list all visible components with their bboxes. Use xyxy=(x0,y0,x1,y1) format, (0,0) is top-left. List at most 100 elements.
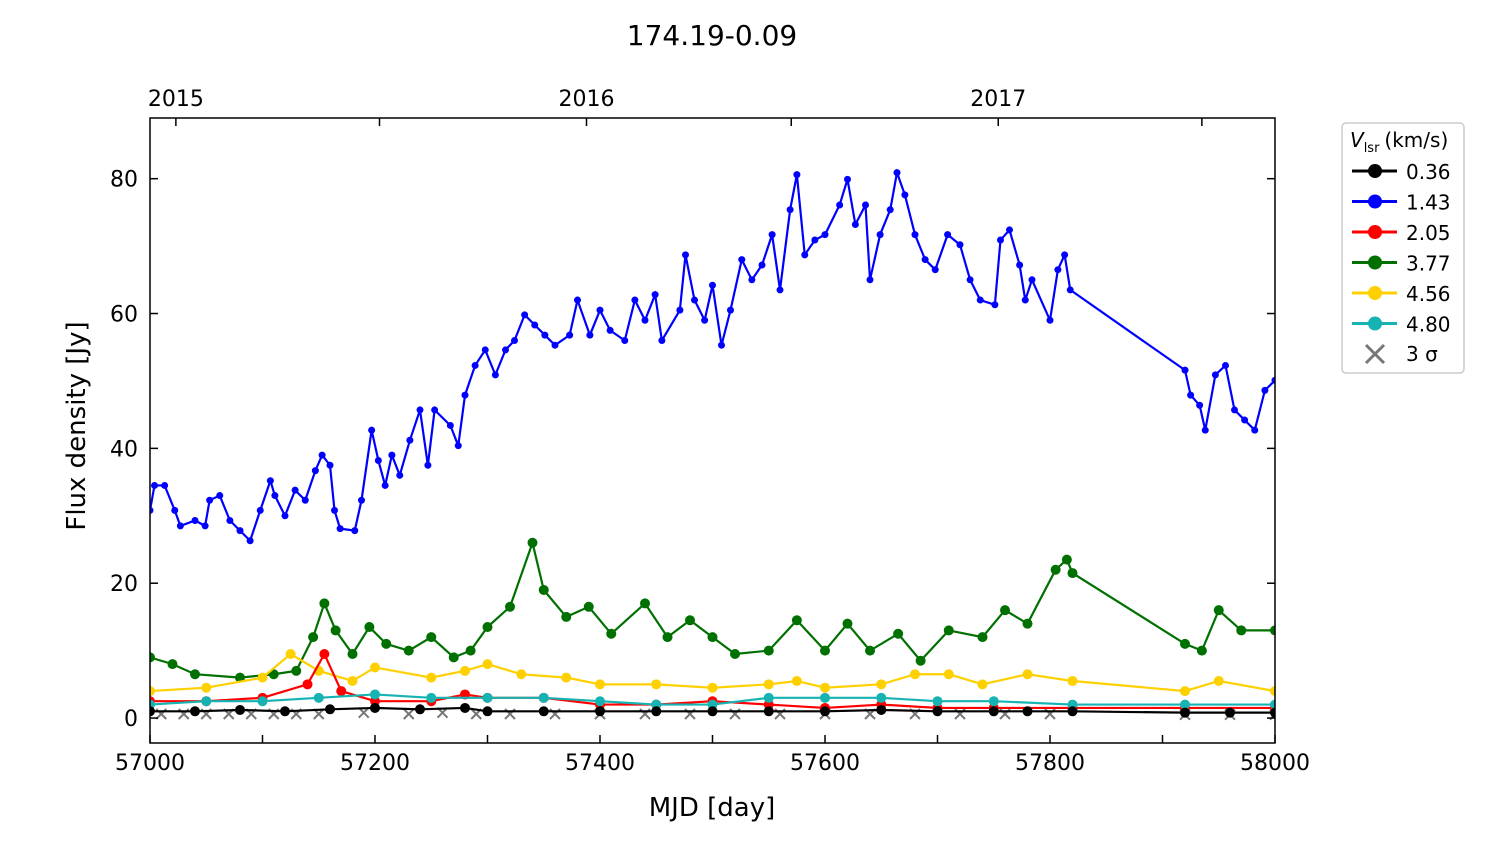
data-point-1.43 xyxy=(1201,426,1209,434)
legend-marker-icon xyxy=(1368,316,1382,331)
data-point-3.77 xyxy=(319,598,330,609)
x-tick-label: 57400 xyxy=(565,751,635,776)
data-point-1.43 xyxy=(1054,266,1062,274)
data-point-1.43 xyxy=(676,306,684,314)
data-point-1.43 xyxy=(226,517,234,525)
data-point-0.36 xyxy=(150,706,155,717)
data-point-3.77 xyxy=(150,652,155,663)
data-point-1.43 xyxy=(171,506,179,514)
y-tick-label: 60 xyxy=(110,303,138,328)
data-point-4.56 xyxy=(977,679,988,690)
data-point-1.43 xyxy=(836,201,844,209)
legend-label: 3.77 xyxy=(1406,252,1451,276)
x-tick-label: 58000 xyxy=(1240,751,1310,776)
data-point-1.43 xyxy=(851,221,859,229)
data-point-1.43 xyxy=(551,341,559,349)
plot-area xyxy=(150,168,1275,721)
data-point-0.36 xyxy=(1270,707,1275,718)
data-point-1.43 xyxy=(862,201,869,209)
data-point-1.43 xyxy=(1061,251,1069,259)
data-point-1.43 xyxy=(256,506,264,514)
data-point-1.43 xyxy=(621,336,629,344)
data-point-4.80 xyxy=(763,692,774,703)
data-point-3.77 xyxy=(865,645,875,656)
data-point-1.43 xyxy=(966,276,974,284)
data-point-4.80 xyxy=(932,696,943,707)
data-point-3.77 xyxy=(1050,564,1061,575)
data-point-1.43 xyxy=(821,231,829,239)
data-point-4.56 xyxy=(943,669,954,680)
legend-label: 3 σ xyxy=(1406,342,1438,366)
data-point-1.43 xyxy=(424,461,432,469)
data-point-3.77 xyxy=(915,655,926,666)
data-point-3.77 xyxy=(662,632,673,643)
data-point-4.80 xyxy=(370,689,380,700)
data-point-1.43 xyxy=(331,506,338,514)
data-point-1.43 xyxy=(574,296,581,304)
data-point-1.43 xyxy=(596,306,604,314)
plot-frame xyxy=(149,117,1276,744)
data-point-0.36 xyxy=(1022,706,1033,717)
data-point-1.43 xyxy=(201,522,209,530)
data-point-4.56 xyxy=(347,675,358,686)
sigma-marker xyxy=(403,708,415,720)
data-point-1.43 xyxy=(1187,391,1195,399)
legend-item-0.36: 0.36 xyxy=(1352,160,1451,184)
data-point-4.80 xyxy=(482,692,493,703)
data-point-3.77 xyxy=(347,649,358,660)
data-point-1.43 xyxy=(351,527,359,535)
data-point-4.56 xyxy=(370,662,380,673)
data-point-1.43 xyxy=(368,426,376,434)
data-point-1.43 xyxy=(446,421,454,429)
data-point-1.43 xyxy=(1181,366,1189,374)
data-point-4.80 xyxy=(257,696,268,707)
x-tick-label: 57000 xyxy=(115,751,185,776)
data-point-1.43 xyxy=(651,291,659,299)
legend: Vlsr (km/s) 0.36 1.43 2.05 3.77 4.56 4.80 3 σ xyxy=(1341,122,1465,374)
top-tick-label: 2015 xyxy=(148,87,204,112)
data-point-3.77 xyxy=(448,652,459,663)
x-axis-label: MJD [day] xyxy=(649,793,776,823)
data-point-0.36 xyxy=(325,704,335,715)
data-point-4.80 xyxy=(988,696,999,707)
data-point-4.80 xyxy=(1180,699,1190,710)
data-point-1.43 xyxy=(388,451,396,459)
data-point-1.43 xyxy=(786,206,794,214)
data-point-1.43 xyxy=(161,481,169,489)
data-point-0.36 xyxy=(876,704,887,715)
data-point-3.77 xyxy=(1196,645,1207,656)
data-point-4.80 xyxy=(201,696,212,707)
data-point-0.36 xyxy=(1180,707,1190,718)
data-point-1.43 xyxy=(1028,276,1036,284)
data-point-1.43 xyxy=(768,231,776,239)
data-point-1.43 xyxy=(416,406,424,414)
legend-label: 4.80 xyxy=(1406,313,1451,337)
data-point-1.43 xyxy=(682,251,689,259)
data-point-4.56 xyxy=(426,672,437,683)
y-axis-label: Flux density [Jy] xyxy=(62,321,92,530)
data-point-1.43 xyxy=(738,256,746,264)
data-point-3.77 xyxy=(381,638,392,649)
data-point-3.77 xyxy=(1180,638,1190,649)
data-point-2.05 xyxy=(319,649,330,660)
data-point-3.77 xyxy=(190,669,200,680)
data-point-1.43 xyxy=(396,471,404,479)
y-tick-label: 40 xyxy=(110,437,138,462)
data-point-3.77 xyxy=(505,601,515,612)
data-point-4.56 xyxy=(820,682,830,693)
data-point-1.43 xyxy=(358,496,365,504)
data-point-4.56 xyxy=(763,679,774,690)
data-point-1.43 xyxy=(921,256,929,264)
data-point-1.43 xyxy=(502,346,509,354)
legend-label: 0.36 xyxy=(1406,160,1451,184)
series-line-1.43 xyxy=(150,168,1275,543)
data-point-0.36 xyxy=(651,706,662,717)
data-point-1.43 xyxy=(318,451,326,459)
data-point-4.80 xyxy=(426,692,437,703)
legend-marker-icon xyxy=(1368,255,1382,270)
chart-title: 174.19-0.09 xyxy=(627,19,797,52)
data-point-1.43 xyxy=(541,331,549,339)
data-point-1.43 xyxy=(956,241,964,249)
data-point-1.43 xyxy=(151,481,158,489)
data-point-0.36 xyxy=(235,704,245,715)
